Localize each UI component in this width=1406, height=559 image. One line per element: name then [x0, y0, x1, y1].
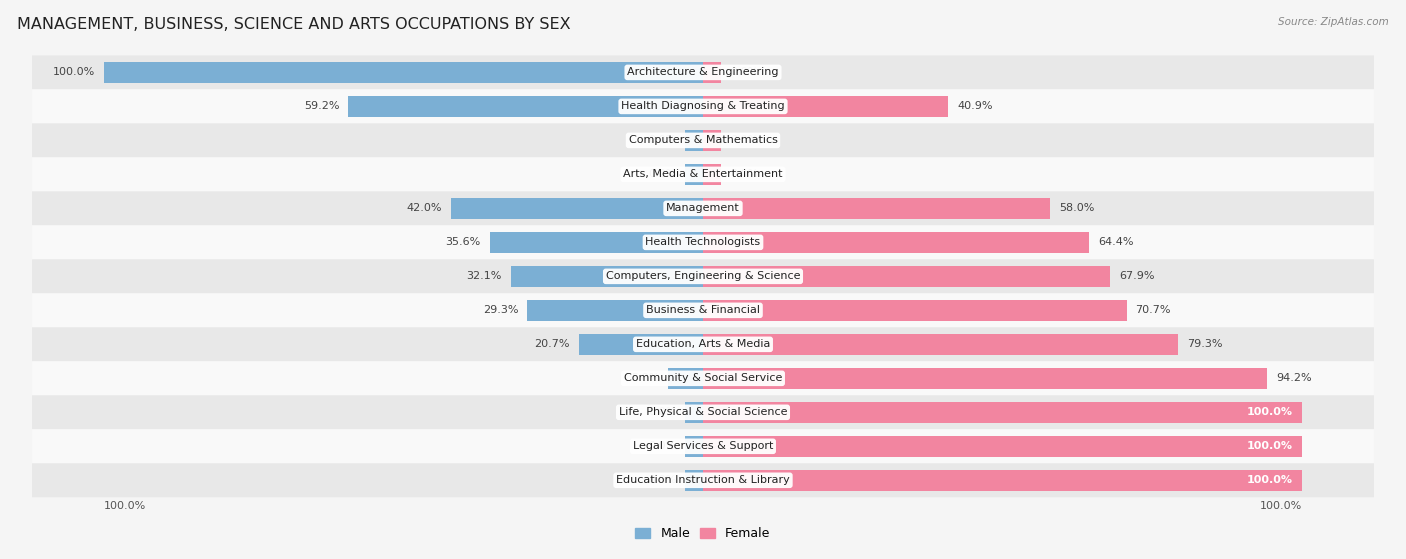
- Text: 0.0%: 0.0%: [648, 169, 676, 179]
- Bar: [703, 130, 721, 151]
- Bar: [489, 232, 703, 253]
- Text: Computers, Engineering & Science: Computers, Engineering & Science: [606, 271, 800, 281]
- FancyBboxPatch shape: [32, 89, 1374, 124]
- Text: Source: ZipAtlas.com: Source: ZipAtlas.com: [1278, 17, 1389, 27]
- Text: Community & Social Service: Community & Social Service: [624, 373, 782, 383]
- FancyBboxPatch shape: [32, 361, 1374, 395]
- FancyBboxPatch shape: [32, 259, 1374, 293]
- FancyBboxPatch shape: [32, 55, 1374, 89]
- Text: 100.0%: 100.0%: [1260, 501, 1302, 511]
- Text: Education, Arts & Media: Education, Arts & Media: [636, 339, 770, 349]
- FancyBboxPatch shape: [32, 191, 1374, 225]
- Bar: [349, 96, 703, 117]
- Bar: [685, 470, 703, 491]
- Text: 5.8%: 5.8%: [631, 373, 659, 383]
- Bar: [104, 62, 703, 83]
- Bar: [685, 130, 703, 151]
- Bar: [703, 368, 1267, 389]
- Bar: [703, 62, 721, 83]
- FancyBboxPatch shape: [32, 463, 1374, 498]
- Text: 35.6%: 35.6%: [446, 238, 481, 247]
- Text: 29.3%: 29.3%: [484, 305, 519, 315]
- Text: 42.0%: 42.0%: [406, 203, 443, 214]
- Text: 70.7%: 70.7%: [1136, 305, 1171, 315]
- Bar: [703, 334, 1178, 355]
- Text: 67.9%: 67.9%: [1119, 271, 1154, 281]
- FancyBboxPatch shape: [32, 328, 1374, 361]
- Bar: [703, 300, 1126, 321]
- Text: Arts, Media & Entertainment: Arts, Media & Entertainment: [623, 169, 783, 179]
- Text: 0.0%: 0.0%: [648, 135, 676, 145]
- Text: 40.9%: 40.9%: [957, 101, 993, 111]
- Text: Computers & Mathematics: Computers & Mathematics: [628, 135, 778, 145]
- Text: Legal Services & Support: Legal Services & Support: [633, 441, 773, 451]
- Bar: [703, 198, 1050, 219]
- Text: Health Technologists: Health Technologists: [645, 238, 761, 247]
- Bar: [703, 96, 948, 117]
- Bar: [703, 436, 1302, 457]
- Text: Health Diagnosing & Treating: Health Diagnosing & Treating: [621, 101, 785, 111]
- Bar: [579, 334, 703, 355]
- Bar: [685, 436, 703, 457]
- Text: 100.0%: 100.0%: [1247, 408, 1294, 418]
- Text: Management: Management: [666, 203, 740, 214]
- Text: Business & Financial: Business & Financial: [645, 305, 761, 315]
- Text: 0.0%: 0.0%: [730, 135, 758, 145]
- Text: MANAGEMENT, BUSINESS, SCIENCE AND ARTS OCCUPATIONS BY SEX: MANAGEMENT, BUSINESS, SCIENCE AND ARTS O…: [17, 17, 571, 32]
- Bar: [527, 300, 703, 321]
- Bar: [451, 198, 703, 219]
- Text: 79.3%: 79.3%: [1187, 339, 1223, 349]
- FancyBboxPatch shape: [32, 225, 1374, 259]
- Text: Architecture & Engineering: Architecture & Engineering: [627, 68, 779, 77]
- FancyBboxPatch shape: [32, 429, 1374, 463]
- Bar: [703, 470, 1302, 491]
- Bar: [668, 368, 703, 389]
- Text: 32.1%: 32.1%: [467, 271, 502, 281]
- Legend: Male, Female: Male, Female: [630, 522, 776, 545]
- Text: 0.0%: 0.0%: [730, 169, 758, 179]
- Text: Education Instruction & Library: Education Instruction & Library: [616, 475, 790, 485]
- Text: 0.0%: 0.0%: [648, 408, 676, 418]
- FancyBboxPatch shape: [32, 293, 1374, 328]
- Text: Life, Physical & Social Science: Life, Physical & Social Science: [619, 408, 787, 418]
- Bar: [703, 164, 721, 185]
- Text: 64.4%: 64.4%: [1098, 238, 1133, 247]
- Text: 0.0%: 0.0%: [648, 441, 676, 451]
- Text: 100.0%: 100.0%: [1247, 441, 1294, 451]
- Text: 100.0%: 100.0%: [104, 501, 146, 511]
- Text: 0.0%: 0.0%: [730, 68, 758, 77]
- Bar: [703, 232, 1088, 253]
- Bar: [685, 164, 703, 185]
- FancyBboxPatch shape: [32, 158, 1374, 191]
- Bar: [703, 266, 1109, 287]
- Text: 100.0%: 100.0%: [52, 68, 96, 77]
- FancyBboxPatch shape: [32, 395, 1374, 429]
- Text: 94.2%: 94.2%: [1277, 373, 1312, 383]
- Bar: [703, 402, 1302, 423]
- Text: 0.0%: 0.0%: [648, 475, 676, 485]
- Text: 59.2%: 59.2%: [304, 101, 339, 111]
- Text: 58.0%: 58.0%: [1060, 203, 1095, 214]
- Text: 20.7%: 20.7%: [534, 339, 569, 349]
- Bar: [685, 402, 703, 423]
- Bar: [510, 266, 703, 287]
- Text: 100.0%: 100.0%: [1247, 475, 1294, 485]
- FancyBboxPatch shape: [32, 124, 1374, 158]
